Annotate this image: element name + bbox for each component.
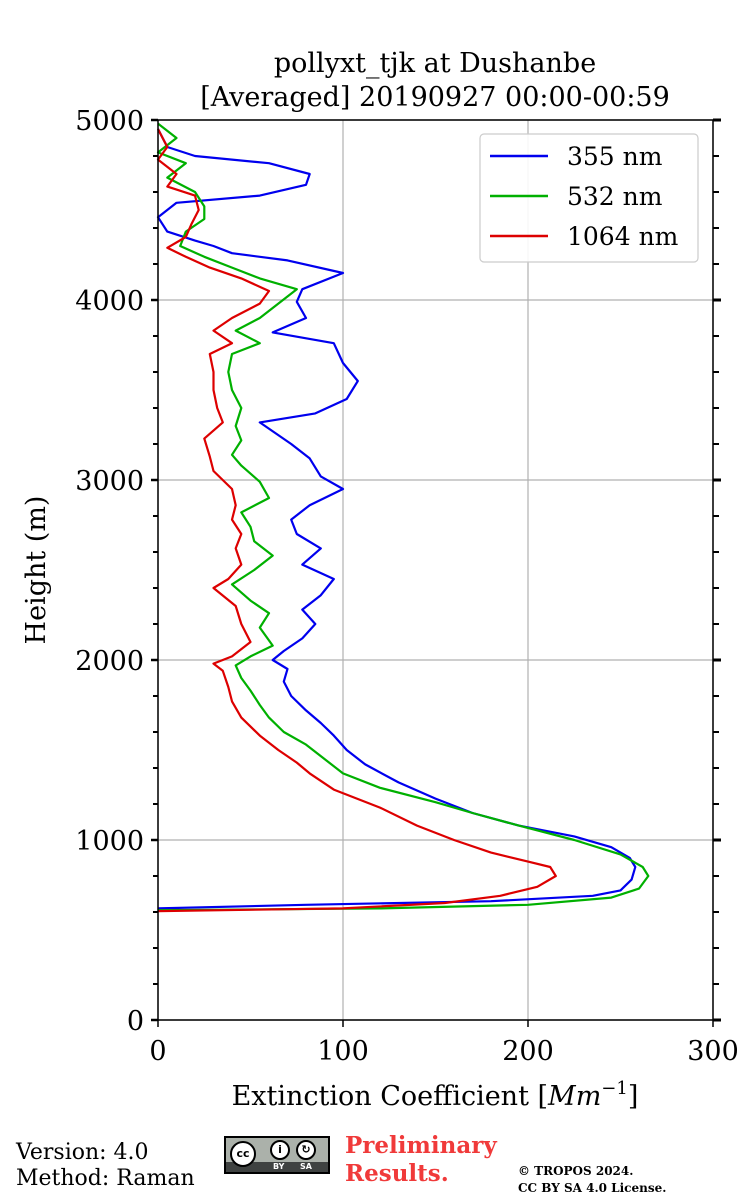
legend-label: 532 nm: [567, 182, 663, 211]
y-tick-label: 2000: [75, 646, 144, 677]
x-tick-label: 0: [149, 1036, 166, 1067]
y-tick-label: 4000: [75, 286, 144, 317]
preliminary-label-line2: Results.: [345, 1160, 449, 1187]
x-tick-label: 200: [502, 1036, 554, 1067]
y-tick-label: 1000: [75, 826, 144, 857]
sa-share-icon: ↻: [296, 1140, 316, 1160]
legend-label: 1064 nm: [567, 222, 679, 251]
cc-license-badge: cc i ↻ BY SA: [224, 1136, 330, 1174]
by-person-icon: i: [270, 1140, 290, 1160]
x-tick-label: 300: [687, 1036, 739, 1067]
y-tick-label: 5000: [75, 106, 144, 137]
x-axis-label-prefix: Extinction Coefficient [: [232, 1081, 548, 1112]
x-axis-label-unit: Mm: [547, 1081, 601, 1112]
legend-box: [479, 133, 699, 263]
cc-by-label: BY: [273, 1162, 285, 1171]
plot-frame: [157, 119, 714, 1021]
copyright-line2: CC BY SA 4.0 License.: [518, 1181, 667, 1195]
legend-label: 355 nm: [567, 142, 663, 171]
method-label: Method: Raman: [16, 1166, 195, 1191]
copyright-line1: © TROPOS 2024.: [518, 1164, 634, 1178]
x-axis-label-exponent: −1: [601, 1078, 628, 1099]
cc-icon: cc: [230, 1141, 256, 1167]
y-axis-label: Height (m): [21, 496, 52, 645]
series-line-2: [156, 128, 557, 913]
y-tick-label: 0: [127, 1006, 144, 1037]
legend: 355 nm 532 nm 1064 nm: [479, 133, 699, 263]
x-axis-label-suffix: ]: [628, 1081, 639, 1112]
version-label: Version: 4.0: [16, 1140, 149, 1165]
preliminary-label-line1: Preliminary: [345, 1132, 497, 1159]
x-axis-label: Extinction Coefficient [Mm−1]: [232, 1078, 639, 1112]
series-lines: [156, 122, 650, 913]
x-tick-label: 100: [317, 1036, 369, 1067]
y-tick-label: 3000: [75, 466, 144, 497]
cc-sa-label: SA: [300, 1162, 312, 1171]
series-line-1: [156, 122, 650, 912]
chart-title-line2: [Averaged] 20190927 00:00-00:59: [200, 82, 670, 113]
chart-title-line1: pollyxt_tjk at Dushanbe: [274, 48, 596, 79]
